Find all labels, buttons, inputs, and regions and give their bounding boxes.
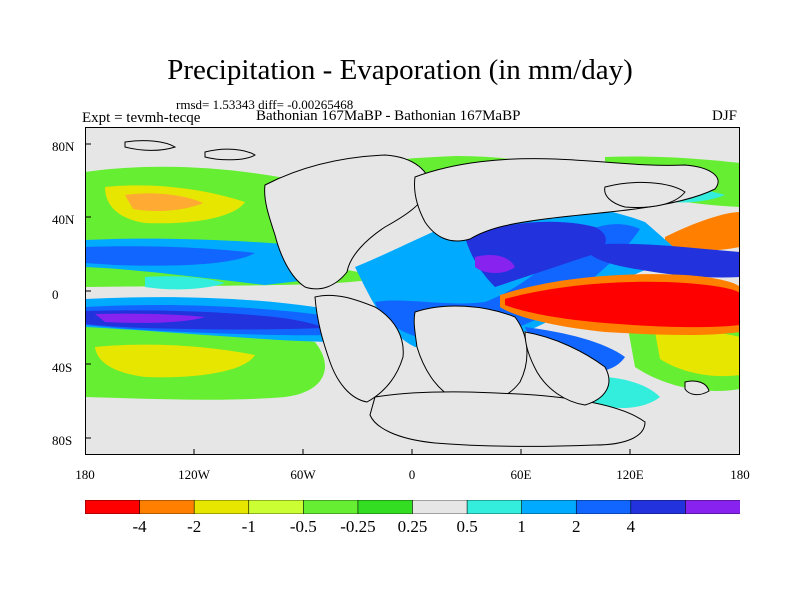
colorbar-swatch (357, 500, 414, 514)
map-frame (85, 127, 740, 455)
y-tick-label: 80N (52, 139, 75, 154)
colorbar-label: -0.5 (289, 517, 317, 536)
page-title: Precipitation - Evaporation (in mm/day) (167, 54, 633, 86)
colorbar-swatch (193, 500, 250, 514)
precip-region (85, 127, 740, 159)
island-outline (684, 380, 710, 396)
precip-region (95, 344, 255, 378)
colorbar-swatch (575, 500, 632, 514)
colorbar-label: 0.25 (397, 517, 428, 536)
continent-outline (264, 154, 431, 290)
continent-outline (604, 181, 686, 208)
colorbar-swatch (630, 500, 687, 514)
x-tick-label: 0 (408, 467, 416, 482)
island-outline (204, 148, 256, 161)
colorbar-swatch (521, 500, 578, 514)
y-tick-label: 40S (52, 360, 73, 375)
colorbar-label: -0.25 (340, 517, 376, 536)
colorbar-swatch (139, 500, 195, 514)
colorbar (85, 500, 740, 514)
experiment-label: Expt = tevmh-tecqe (82, 110, 201, 126)
colorbar-label: 4 (626, 517, 636, 536)
precip-region (475, 255, 515, 273)
x-tick-label: 120E (616, 467, 644, 482)
x-tick-label: 180 (75, 467, 95, 482)
precip-region (95, 313, 205, 323)
precipitation-map (85, 127, 740, 455)
x-tick-label: 60W (290, 467, 316, 482)
colorbar-swatch (685, 500, 740, 514)
precip-region (585, 243, 740, 278)
comparison-label: Bathonian 167MaBP - Bathonian 167MaBP (256, 108, 521, 124)
stats-label: rmsd= 1.53343 diff= -0.00265468 (176, 97, 354, 112)
y-tick-label: 0 (52, 287, 59, 302)
precip-region (125, 193, 203, 211)
colorbar-swatch (248, 500, 305, 514)
colorbar-label: 1 (517, 517, 526, 536)
continent-outline (369, 391, 646, 447)
colorbar-swatch (466, 500, 523, 514)
colorbar-label: -1 (241, 517, 256, 536)
x-tick-label: 60E (510, 467, 532, 482)
y-tick-label: 80S (52, 433, 73, 448)
colorbar-swatch (303, 500, 359, 514)
precip-region (145, 276, 225, 290)
y-tick-label: 40N (52, 212, 75, 227)
season-label: DJF (712, 108, 738, 124)
colorbar-label: -2 (187, 517, 202, 536)
precip-region (85, 246, 255, 266)
precip-region (505, 281, 740, 328)
continent-outline (314, 294, 404, 403)
colorbar-swatch (412, 500, 468, 514)
continent-outline (524, 331, 610, 406)
colorbar-swatch (85, 500, 141, 514)
x-tick-label: 180 (730, 467, 750, 482)
colorbar-label: 2 (572, 517, 581, 536)
precip-region (665, 212, 740, 251)
colorbar-label: -4 (132, 517, 147, 536)
x-tick-label: 120W (178, 467, 210, 482)
precip-region (655, 330, 740, 377)
colorbar-label: 0.5 (456, 517, 478, 536)
island-outline (124, 140, 177, 151)
